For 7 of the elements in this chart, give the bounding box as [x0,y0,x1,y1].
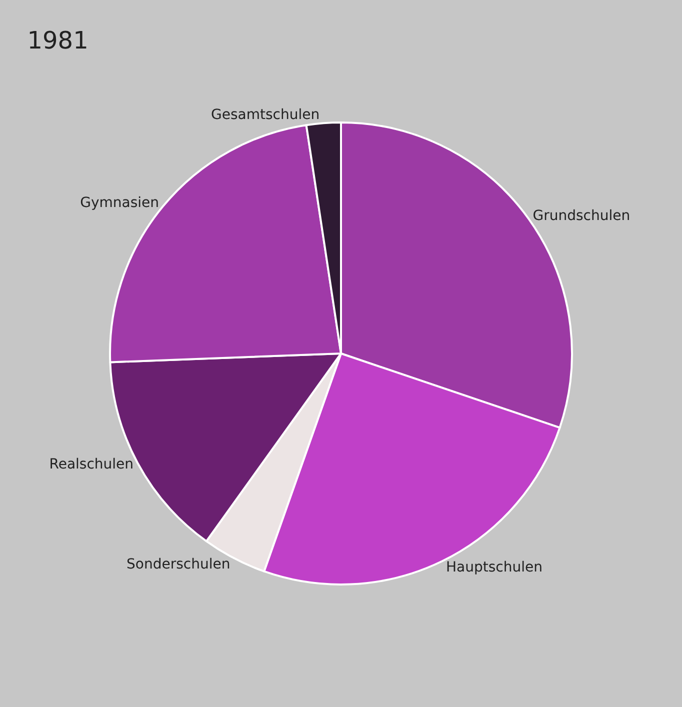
slice-label: Grundschulen [532,208,630,224]
chart-title: 1981 [27,26,88,55]
slice-label: Gymnasien [80,195,160,212]
slice-label: Sonderschulen [126,556,230,573]
slice-label: Realschulen [49,456,134,473]
slice-label: Gesamtschulen [211,107,320,124]
slice-label: Hauptschulen [446,560,542,576]
